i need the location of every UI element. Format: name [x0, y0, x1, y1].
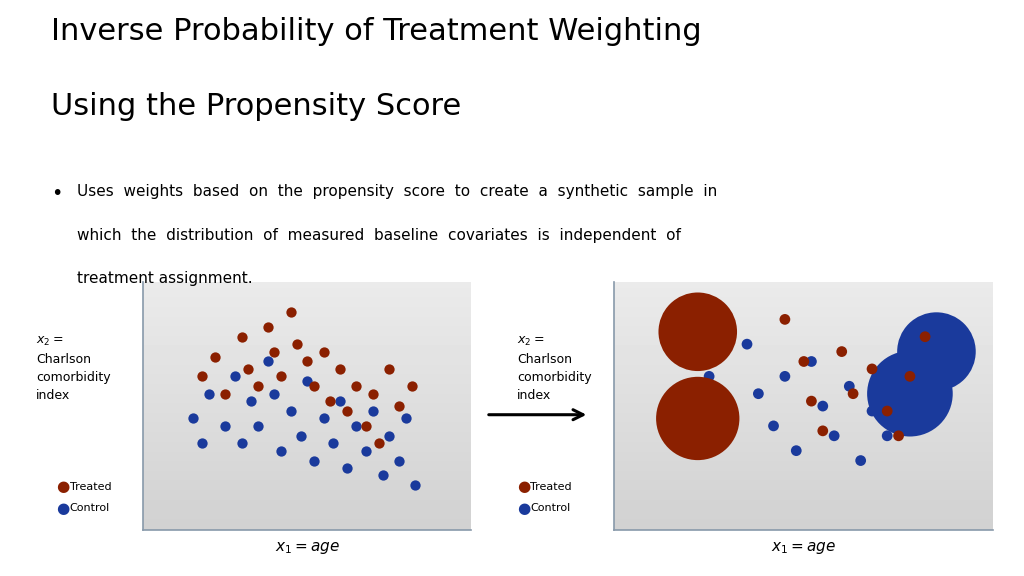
Text: Inverse Probability of Treatment Weighting: Inverse Probability of Treatment Weighti… [51, 17, 701, 46]
Point [391, 456, 408, 465]
Point [260, 357, 276, 366]
Point [397, 414, 414, 423]
Point [381, 365, 397, 374]
Point [184, 414, 201, 423]
Point [864, 365, 881, 374]
Point [788, 446, 805, 455]
Point [250, 382, 266, 391]
Point [403, 382, 420, 391]
Point [902, 389, 919, 399]
Point [207, 352, 223, 361]
Point [890, 431, 907, 441]
Point [928, 347, 944, 356]
Text: $x_2 =$
Charlson
comorbidity
index: $x_2 =$ Charlson comorbidity index [517, 335, 592, 403]
Point [689, 414, 706, 423]
Point [195, 372, 211, 381]
Point [338, 463, 354, 472]
Text: $x_2 =$
Charlson
comorbidity
index: $x_2 =$ Charlson comorbidity index [36, 335, 111, 403]
Text: Treated: Treated [530, 482, 572, 492]
Point [195, 439, 211, 448]
Point [240, 365, 256, 374]
Text: ●: ● [517, 479, 530, 494]
Point [322, 396, 338, 406]
Point [879, 431, 895, 441]
Point [864, 407, 881, 416]
Point [391, 401, 408, 411]
Text: ●: ● [56, 501, 70, 516]
Text: Using the Propensity Score: Using the Propensity Score [51, 92, 462, 121]
Point [348, 382, 365, 391]
Point [815, 401, 831, 411]
Point [796, 357, 812, 366]
Point [315, 347, 332, 356]
Point [289, 340, 305, 349]
Text: $x_1 = age$: $x_1 = age$ [771, 540, 837, 556]
Point [834, 347, 850, 356]
Point [293, 431, 309, 441]
Point [305, 382, 322, 391]
Point [272, 446, 289, 455]
Point [803, 357, 819, 366]
Point [371, 439, 387, 448]
Point [358, 421, 375, 430]
Point [365, 407, 381, 416]
Text: which  the  distribution  of  measured  baseline  covariates  is  independent  o: which the distribution of measured basel… [77, 228, 681, 242]
Text: ●: ● [56, 479, 70, 494]
Text: Control: Control [530, 503, 570, 513]
Point [272, 372, 289, 381]
Point [201, 389, 217, 399]
Point [776, 314, 793, 324]
Point [305, 456, 322, 465]
Point [299, 377, 315, 386]
Point [299, 357, 315, 366]
Point [700, 372, 717, 381]
Text: ●: ● [517, 501, 530, 516]
Point [233, 439, 250, 448]
Point [713, 439, 729, 448]
Point [803, 396, 819, 406]
Text: •: • [51, 184, 62, 203]
Point [852, 456, 868, 465]
Point [348, 421, 365, 430]
Point [315, 414, 332, 423]
Point [227, 372, 244, 381]
Point [815, 426, 831, 435]
Point [375, 471, 391, 480]
Point [381, 431, 397, 441]
Point [332, 365, 348, 374]
Point [233, 332, 250, 342]
Point [765, 421, 781, 430]
Point [902, 372, 919, 381]
Text: Control: Control [70, 503, 110, 513]
Text: $x_1 = age$: $x_1 = age$ [274, 540, 340, 556]
Point [217, 389, 233, 399]
Point [260, 322, 276, 331]
Point [283, 407, 299, 416]
Point [250, 421, 266, 430]
Point [845, 389, 861, 399]
Point [326, 439, 342, 448]
Point [739, 340, 756, 349]
Text: treatment assignment.: treatment assignment. [77, 271, 253, 286]
Point [332, 396, 348, 406]
Point [217, 421, 233, 430]
Point [408, 481, 424, 490]
Point [916, 332, 933, 342]
Text: Treated: Treated [70, 482, 112, 492]
Point [689, 327, 706, 336]
Point [776, 372, 793, 381]
Point [365, 389, 381, 399]
Point [338, 407, 354, 416]
Point [358, 446, 375, 455]
Point [266, 389, 283, 399]
Point [751, 389, 767, 399]
Point [244, 396, 260, 406]
Text: Uses  weights  based  on  the  propensity  score  to  create  a  synthetic  samp: Uses weights based on the propensity sco… [77, 184, 717, 199]
Point [879, 407, 895, 416]
Point [266, 347, 283, 356]
Point [841, 382, 857, 391]
Point [826, 431, 843, 441]
Point [283, 308, 299, 317]
